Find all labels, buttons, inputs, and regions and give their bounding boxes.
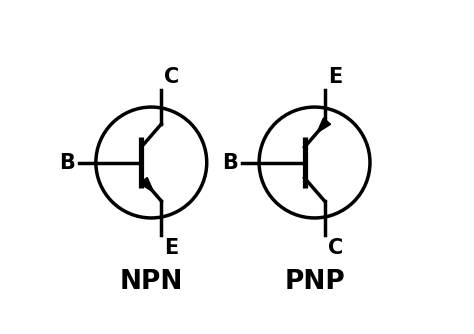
Polygon shape (317, 118, 331, 133)
Polygon shape (140, 177, 154, 192)
Text: NPN: NPN (119, 269, 183, 295)
Text: C: C (328, 238, 343, 258)
Text: C: C (164, 67, 180, 87)
Text: PNP: PNP (284, 269, 345, 295)
Text: B: B (222, 153, 238, 172)
Text: E: E (164, 238, 179, 258)
Text: B: B (59, 153, 75, 172)
Text: E: E (328, 67, 342, 87)
